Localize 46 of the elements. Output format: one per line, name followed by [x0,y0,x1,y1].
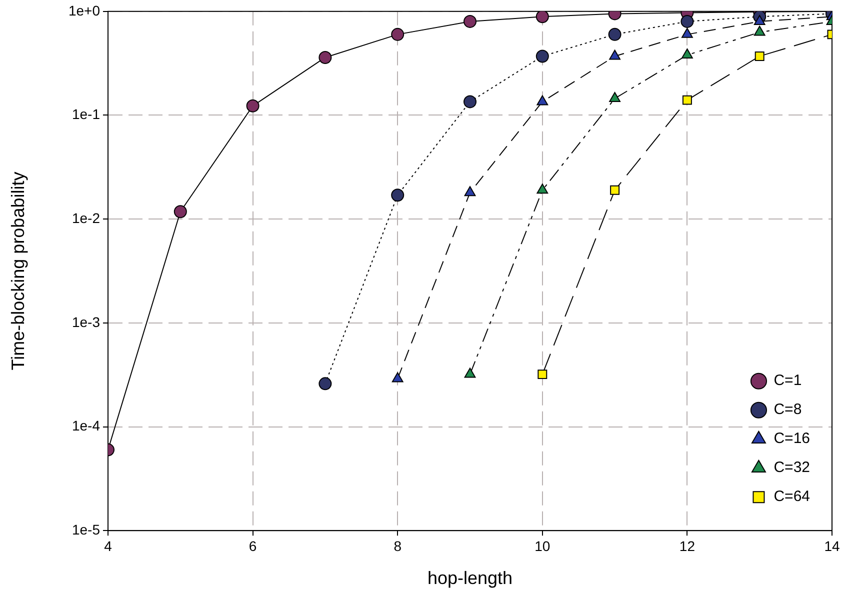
point [174,205,187,218]
point [464,14,476,28]
point [682,48,693,59]
point [682,95,692,105]
point [682,28,693,38]
y-tick-label: 1e-3 [72,314,100,330]
y-tick-label: 1e-5 [72,521,100,538]
legend-label: C=8 [774,401,802,418]
x-tick-label: 10 [534,538,550,554]
point [464,95,476,108]
point [318,377,332,390]
point [391,188,404,202]
legend-label: C=1 [774,372,802,390]
y-tick-label: 1e-2 [72,210,100,226]
point [392,372,404,382]
point [609,50,620,60]
point [610,185,620,195]
point [754,51,764,61]
point [609,92,620,102]
point [608,28,622,41]
x-tick-label: 4 [104,538,112,554]
legend-label: C=32 [774,459,810,476]
point [536,50,549,63]
y-tick-label: 1e-4 [72,418,100,434]
legend-label: C=16 [774,430,810,448]
x-tick-label: 6 [248,538,257,554]
point [754,14,766,25]
x-tick-label: 14 [824,538,840,554]
y-tick-label: 1e-1 [72,106,100,122]
point [536,95,548,106]
point [464,186,476,196]
y-tick-label: 1e+0 [68,2,100,18]
x-axis-title: hop-length [427,568,513,588]
point [754,26,766,36]
point [246,99,260,112]
point [464,368,476,378]
x-tick-label: 8 [394,538,402,554]
point [536,11,549,24]
x-tick-label: 12 [679,538,696,554]
legend-label: C=64 [774,488,810,506]
point [391,28,404,41]
point [318,50,332,64]
point [538,370,548,380]
y-axis-title: Time-blocking probability [8,172,28,370]
point [536,184,548,194]
point [680,14,694,28]
